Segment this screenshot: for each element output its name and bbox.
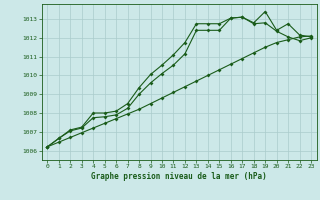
X-axis label: Graphe pression niveau de la mer (hPa): Graphe pression niveau de la mer (hPa) xyxy=(91,172,267,181)
